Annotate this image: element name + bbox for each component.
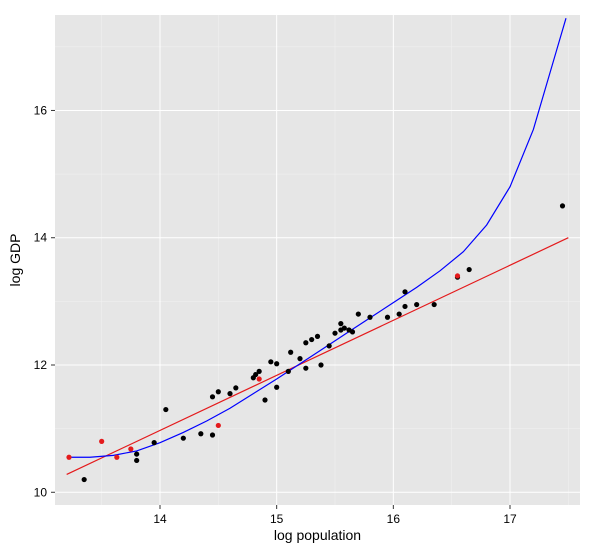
- data-point-black: [274, 361, 279, 366]
- data-point-black: [327, 343, 332, 348]
- x-tick-label: 15: [270, 512, 284, 526]
- data-point-black: [338, 321, 343, 326]
- data-point-black: [274, 385, 279, 390]
- data-point-black: [134, 451, 139, 456]
- y-tick-label: 16: [34, 103, 48, 117]
- data-point-black: [227, 391, 232, 396]
- x-tick-label: 16: [387, 512, 401, 526]
- scatter-chart: 14 15 16 17 10 12 14 16 log population log GDP: [0, 0, 595, 543]
- data-point-black: [342, 325, 347, 330]
- data-point-black: [402, 304, 407, 309]
- data-point-black: [318, 362, 323, 367]
- data-point-black: [198, 431, 203, 436]
- data-point-red: [455, 273, 460, 278]
- data-point-black: [262, 397, 267, 402]
- data-point-black: [467, 267, 472, 272]
- data-point-black: [560, 203, 565, 208]
- x-tick-label: 17: [503, 512, 517, 526]
- data-point-black: [402, 289, 407, 294]
- data-point-black: [303, 366, 308, 371]
- data-point-red: [99, 439, 104, 444]
- data-point-black: [268, 359, 273, 364]
- data-point-black: [297, 356, 302, 361]
- y-tick-label: 10: [34, 485, 48, 499]
- data-point-black: [286, 369, 291, 374]
- data-point-black: [82, 477, 87, 482]
- data-point-black: [134, 458, 139, 463]
- data-point-black: [432, 302, 437, 307]
- data-point-black: [309, 337, 314, 342]
- data-point-red: [128, 446, 133, 451]
- y-tick-label: 14: [34, 231, 48, 245]
- data-point-black: [163, 407, 168, 412]
- data-point-black: [356, 311, 361, 316]
- data-point-black: [210, 394, 215, 399]
- chart-svg: 14 15 16 17 10 12 14 16 log population log GDP: [0, 0, 595, 543]
- x-axis-title: log population: [274, 527, 361, 543]
- data-point-black: [350, 329, 355, 334]
- y-tick-label: 12: [34, 358, 48, 372]
- data-point-black: [332, 331, 337, 336]
- data-point-red: [257, 376, 262, 381]
- x-tick-label: 14: [153, 512, 167, 526]
- data-point-black: [152, 440, 157, 445]
- data-point-black: [216, 389, 221, 394]
- y-axis-title: log GDP: [7, 234, 23, 287]
- data-point-black: [397, 311, 402, 316]
- data-point-black: [315, 334, 320, 339]
- plot-panel: [55, 15, 580, 505]
- data-point-black: [385, 315, 390, 320]
- data-point-black: [181, 436, 186, 441]
- data-point-red: [114, 455, 119, 460]
- data-point-red: [66, 455, 71, 460]
- data-point-black: [288, 350, 293, 355]
- data-point-black: [257, 369, 262, 374]
- data-point-black: [414, 302, 419, 307]
- data-point-black: [233, 385, 238, 390]
- data-point-black: [303, 340, 308, 345]
- data-point-red: [216, 423, 221, 428]
- data-point-black: [367, 315, 372, 320]
- data-point-black: [210, 432, 215, 437]
